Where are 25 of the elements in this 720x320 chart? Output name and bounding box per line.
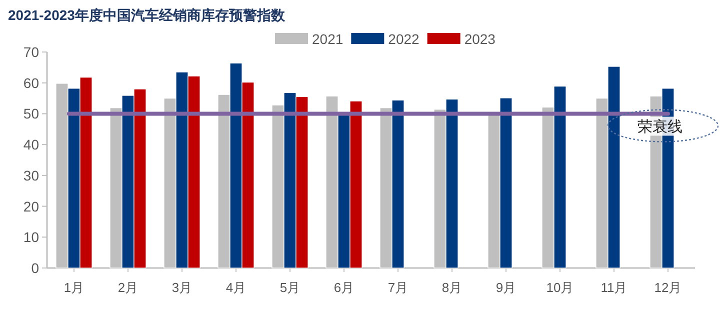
y-tick-label: 40 — [23, 136, 40, 153]
legend-label: 2023 — [464, 31, 496, 47]
y-tick-label: 70 — [23, 44, 40, 60]
x-tick-label: 10月 — [546, 280, 574, 295]
x-tick-label: 7月 — [388, 280, 408, 295]
ref-line-label: 荣衰线 — [638, 118, 682, 136]
x-tick-label: 4月 — [226, 280, 246, 295]
x-tick-label: 1月 — [64, 280, 84, 295]
x-tick-label: 8月 — [442, 280, 462, 295]
legend-label: 2022 — [388, 31, 420, 47]
y-tick-label: 10 — [23, 229, 40, 246]
x-tick-label: 3月 — [172, 280, 192, 295]
x-tick-label: 12月 — [654, 280, 682, 295]
x-tick-label: 11月 — [600, 280, 628, 295]
y-tick-label: 0 — [31, 260, 40, 276]
chart-title: 2021-2023年度中国汽车经销商库存预警指数 — [8, 7, 286, 23]
x-tick-label: 2月 — [118, 280, 138, 295]
y-tick-label: 20 — [23, 198, 40, 214]
y-tick-label: 30 — [23, 167, 40, 184]
legend-label: 2021 — [312, 31, 344, 47]
y-tick-label: 60 — [23, 74, 40, 91]
x-tick-label: 5月 — [280, 280, 300, 295]
x-tick-label: 9月 — [496, 280, 516, 295]
x-tick-label: 6月 — [334, 280, 354, 295]
y-tick-label: 50 — [23, 106, 40, 122]
